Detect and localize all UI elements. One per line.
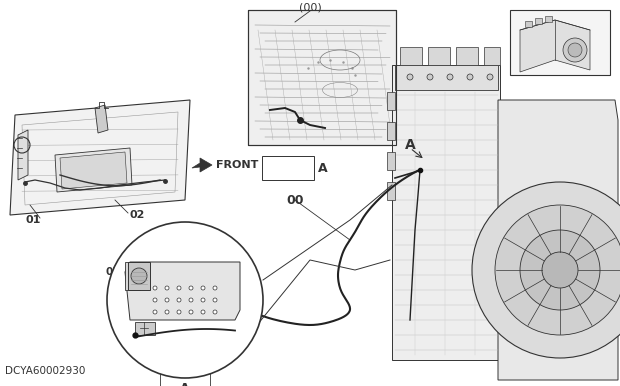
Bar (262, 156, 314, 180)
Circle shape (568, 43, 582, 57)
Circle shape (563, 38, 587, 62)
Bar (128, 262, 150, 290)
Text: FRONT: FRONT (216, 160, 259, 170)
Circle shape (177, 286, 181, 290)
Circle shape (495, 205, 620, 335)
Polygon shape (498, 100, 618, 380)
Polygon shape (392, 65, 500, 360)
Polygon shape (125, 262, 240, 320)
Circle shape (487, 74, 493, 80)
Circle shape (153, 286, 157, 290)
Text: A: A (405, 138, 416, 152)
Bar (456, 47, 478, 65)
Circle shape (213, 286, 217, 290)
Circle shape (165, 286, 169, 290)
Circle shape (201, 298, 205, 302)
Polygon shape (55, 148, 132, 192)
Polygon shape (95, 105, 108, 133)
Polygon shape (125, 262, 140, 290)
Circle shape (177, 310, 181, 314)
Circle shape (153, 310, 157, 314)
Polygon shape (10, 100, 190, 215)
Text: 04: 04 (158, 313, 172, 323)
Text: DCYA60002930: DCYA60002930 (5, 366, 86, 376)
Circle shape (427, 74, 433, 80)
Circle shape (189, 298, 193, 302)
Circle shape (131, 268, 147, 284)
Polygon shape (135, 322, 155, 335)
Bar (387, 182, 395, 200)
Circle shape (177, 298, 181, 302)
Bar (248, 10, 396, 145)
Circle shape (542, 252, 578, 288)
Circle shape (213, 310, 217, 314)
Circle shape (447, 74, 453, 80)
Bar (387, 152, 395, 170)
Circle shape (467, 74, 473, 80)
Polygon shape (192, 158, 212, 172)
Circle shape (201, 310, 205, 314)
Bar (510, 10, 610, 75)
Bar (248, 10, 396, 145)
Polygon shape (520, 20, 590, 72)
Bar (535, 18, 542, 24)
Text: 03: 03 (105, 267, 120, 277)
Bar (545, 16, 552, 22)
Circle shape (165, 298, 169, 302)
Circle shape (153, 298, 157, 302)
Text: (00): (00) (299, 3, 321, 13)
Text: VIEW: VIEW (264, 171, 282, 177)
Text: A: A (318, 161, 327, 174)
Text: A: A (18, 140, 26, 150)
Text: 02: 02 (130, 210, 145, 220)
Bar (387, 92, 395, 110)
Text: 00: 00 (286, 193, 304, 207)
Bar (525, 21, 532, 27)
Circle shape (107, 222, 263, 378)
Circle shape (189, 286, 193, 290)
Text: A: A (180, 381, 190, 386)
Circle shape (213, 298, 217, 302)
Text: 01: 01 (25, 215, 40, 225)
Bar (400, 47, 422, 65)
Text: (00): (00) (155, 337, 175, 347)
Bar (387, 122, 395, 140)
Circle shape (520, 230, 600, 310)
Polygon shape (60, 152, 127, 189)
Circle shape (407, 74, 413, 80)
Circle shape (472, 182, 620, 358)
Polygon shape (18, 130, 28, 180)
Circle shape (165, 310, 169, 314)
Bar (428, 47, 450, 65)
Text: ※  視: ※ 視 (264, 160, 278, 166)
Circle shape (189, 310, 193, 314)
Polygon shape (395, 65, 498, 90)
Bar (484, 47, 500, 65)
Circle shape (201, 286, 205, 290)
